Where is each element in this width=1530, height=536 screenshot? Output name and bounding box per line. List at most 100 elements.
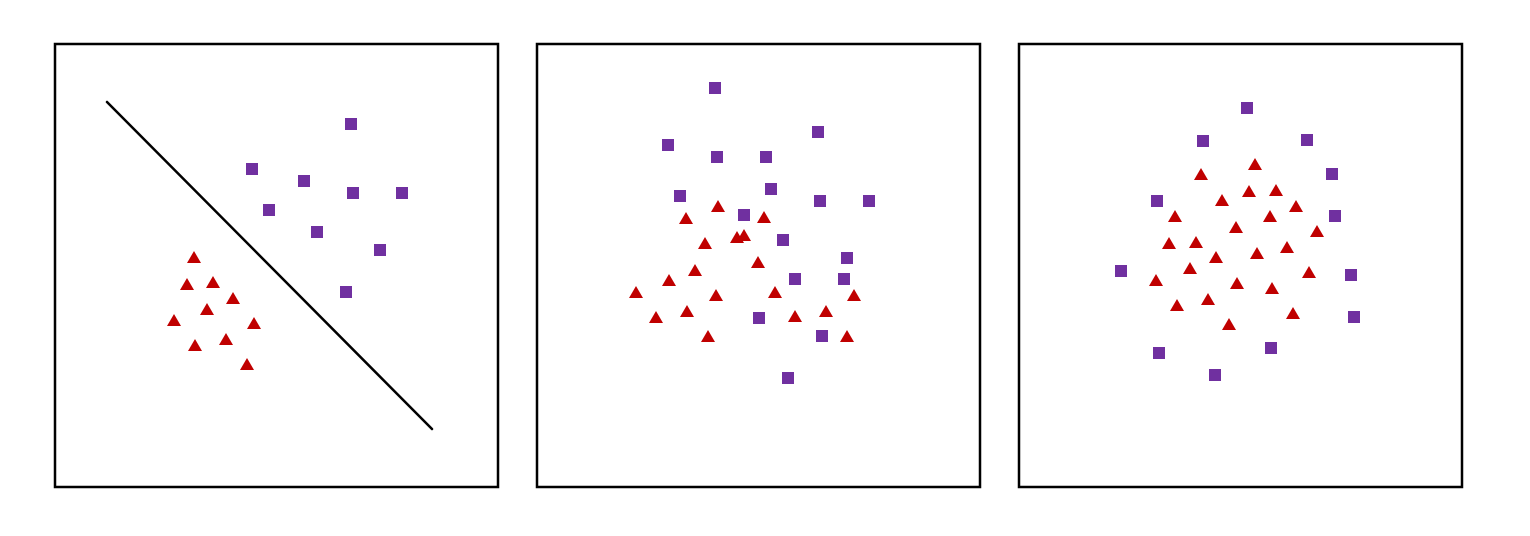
square-point: [347, 187, 359, 199]
square-point: [1348, 311, 1360, 323]
panel-frame: [1017, 42, 1464, 489]
square-point: [812, 126, 824, 138]
triangle-point: [1302, 266, 1316, 278]
triangle-point: [1201, 293, 1215, 305]
triangle-point: [240, 358, 254, 370]
square-point: [838, 273, 850, 285]
data-points: [167, 118, 408, 370]
square-point: [1345, 269, 1357, 281]
triangle-point: [1149, 274, 1163, 286]
triangle-point: [819, 305, 833, 317]
square-point: [814, 195, 826, 207]
square-point: [1329, 210, 1341, 222]
triangle-point: [757, 211, 771, 223]
triangle-point: [701, 330, 715, 342]
square-point: [863, 195, 875, 207]
triangle-point: [188, 339, 202, 351]
triangle-point: [1248, 158, 1262, 170]
square-point: [709, 82, 721, 94]
triangle-point: [1168, 210, 1182, 222]
square-point: [263, 204, 275, 216]
triangle-point: [751, 256, 765, 268]
square-point: [1241, 102, 1253, 114]
square-point: [816, 330, 828, 342]
square-point: [1265, 342, 1277, 354]
triangle-point: [1189, 236, 1203, 248]
square-point: [1209, 369, 1221, 381]
square-point: [345, 118, 357, 130]
triangle-point: [187, 251, 201, 263]
square-point: [1326, 168, 1338, 180]
square-point: [760, 151, 772, 163]
square-point: [738, 209, 750, 221]
panel-linearly-separable: [53, 42, 500, 489]
triangle-point: [1170, 299, 1184, 311]
triangle-point: [1250, 247, 1264, 259]
square-point: [396, 187, 408, 199]
square-point: [1301, 134, 1313, 146]
triangle-point: [768, 286, 782, 298]
square-point: [711, 151, 723, 163]
square-point: [298, 175, 310, 187]
triangle-point: [1229, 221, 1243, 233]
square-point: [753, 312, 765, 324]
panel-overlapping-classes: [535, 42, 982, 489]
triangle-point: [1242, 185, 1256, 197]
triangle-point: [680, 305, 694, 317]
triangle-point: [730, 231, 744, 243]
triangle-point: [649, 311, 663, 323]
triangle-point: [219, 333, 233, 345]
triangle-point: [1215, 194, 1229, 206]
square-point: [674, 190, 686, 202]
square-point: [1115, 265, 1127, 277]
square-point: [782, 372, 794, 384]
data-points: [629, 82, 875, 384]
triangle-point: [847, 289, 861, 301]
triangle-point: [1269, 184, 1283, 196]
triangle-point: [688, 264, 702, 276]
triangle-point: [247, 317, 261, 329]
decision-boundary-line: [105, 100, 434, 431]
square-point: [841, 252, 853, 264]
square-point: [789, 273, 801, 285]
triangle-point: [1222, 318, 1236, 330]
triangle-point: [1310, 225, 1324, 237]
triangle-point: [1280, 241, 1294, 253]
triangle-point: [1263, 210, 1277, 222]
square-point: [246, 163, 258, 175]
triangle-point: [1230, 277, 1244, 289]
square-point: [311, 226, 323, 238]
triangle-point: [1162, 237, 1176, 249]
panel-frame: [53, 42, 500, 489]
triangle-point: [206, 276, 220, 288]
square-point: [1197, 135, 1209, 147]
panel-concentric-classes: [1017, 42, 1464, 489]
square-point: [340, 286, 352, 298]
square-point: [662, 139, 674, 151]
triangle-point: [698, 237, 712, 249]
triangle-point: [1183, 262, 1197, 274]
triangle-point: [1289, 200, 1303, 212]
triangle-point: [200, 303, 214, 315]
triangle-point: [711, 200, 725, 212]
triangle-point: [1286, 307, 1300, 319]
triangle-point: [226, 292, 240, 304]
triangle-point: [840, 330, 854, 342]
triangle-point: [788, 310, 802, 322]
triangle-point: [662, 274, 676, 286]
triangle-point: [1209, 251, 1223, 263]
triangle-point: [629, 286, 643, 298]
square-point: [374, 244, 386, 256]
square-point: [1151, 195, 1163, 207]
data-points: [1115, 102, 1360, 381]
triangle-point: [180, 278, 194, 290]
triangle-point: [167, 314, 181, 326]
triangle-point: [1194, 168, 1208, 180]
triangle-point: [709, 289, 723, 301]
triangle-point: [679, 212, 693, 224]
square-point: [1153, 347, 1165, 359]
triangle-point: [1265, 282, 1279, 294]
square-point: [765, 183, 777, 195]
square-point: [777, 234, 789, 246]
